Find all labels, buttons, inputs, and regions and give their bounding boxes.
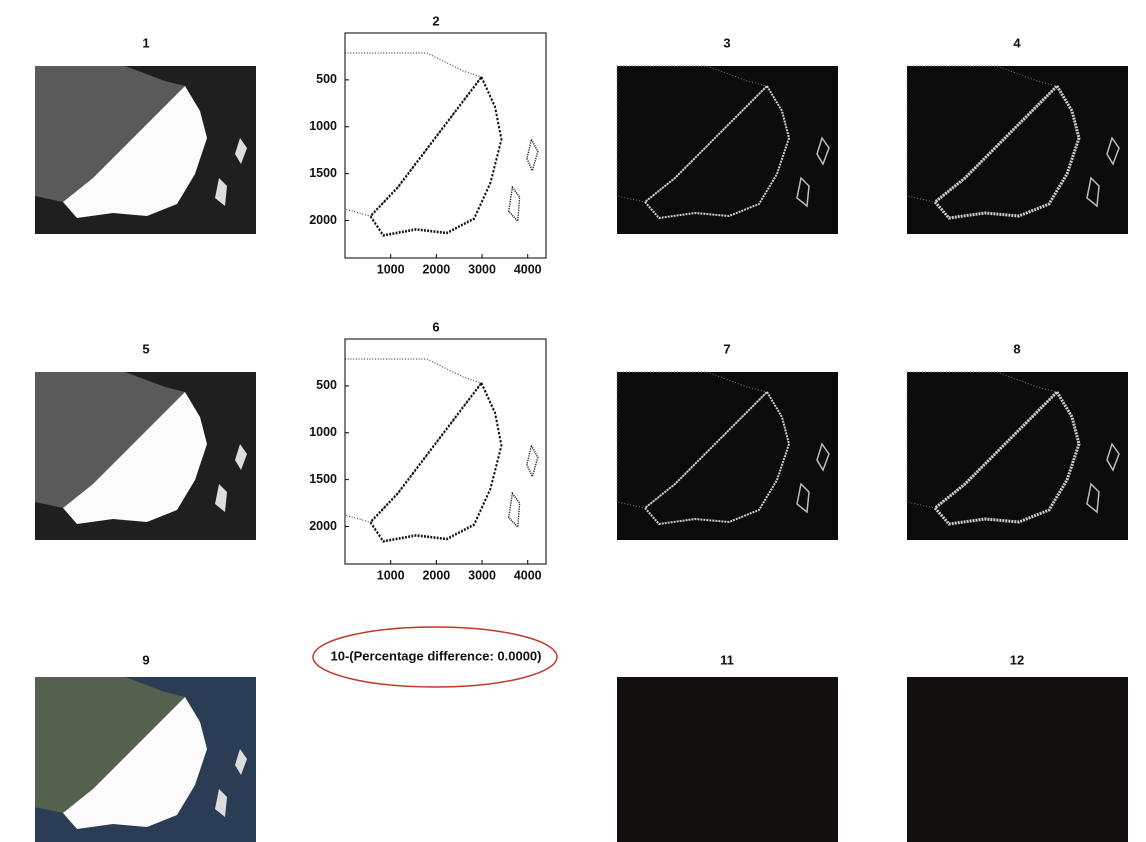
image: [907, 372, 1128, 540]
y-tick-label: 1000: [309, 119, 337, 133]
x-tick-label: 1000: [377, 568, 405, 582]
x-tick-label: 3000: [468, 262, 496, 276]
x-tick-label: 4000: [514, 568, 542, 582]
y-tick-label: 500: [316, 378, 337, 392]
image: [617, 372, 838, 540]
y-tick-label: 1500: [309, 166, 337, 180]
x-tick-label: 2000: [422, 568, 450, 582]
panel-title: 6: [432, 319, 439, 334]
y-tick-label: 2000: [309, 213, 337, 227]
panel-title: 8: [1013, 341, 1020, 356]
y-tick-label: 1500: [309, 472, 337, 486]
image: [907, 66, 1128, 234]
figure: 1210002000300040005001000150020003456100…: [0, 0, 1146, 842]
image: [617, 677, 838, 842]
y-tick-label: 1000: [309, 425, 337, 439]
panel-title: 10-(Percentage difference: 0.0000): [331, 648, 542, 663]
x-tick-label: 2000: [422, 262, 450, 276]
panel-title: 11: [720, 652, 734, 667]
panel-title: 12: [1010, 652, 1024, 667]
image: [617, 66, 838, 234]
panel-title: 7: [723, 341, 730, 356]
panel-title: 9: [142, 652, 149, 667]
panel-title: 4: [1013, 35, 1021, 50]
panel-title: 2: [432, 13, 439, 28]
panel-title: 1: [142, 35, 149, 50]
panel-title: 5: [142, 341, 149, 356]
x-tick-label: 3000: [468, 568, 496, 582]
x-tick-label: 4000: [514, 262, 542, 276]
y-tick-label: 2000: [309, 519, 337, 533]
x-tick-label: 1000: [377, 262, 405, 276]
image: [907, 677, 1128, 842]
panel-title: 3: [723, 35, 730, 50]
y-tick-label: 500: [316, 72, 337, 86]
axes-image: 1000 2000 3000 4000 500 1000 1500 2000: [309, 339, 546, 582]
axes-image: 1000 2000 3000 4000 500 1000 1500 2000: [309, 33, 546, 276]
